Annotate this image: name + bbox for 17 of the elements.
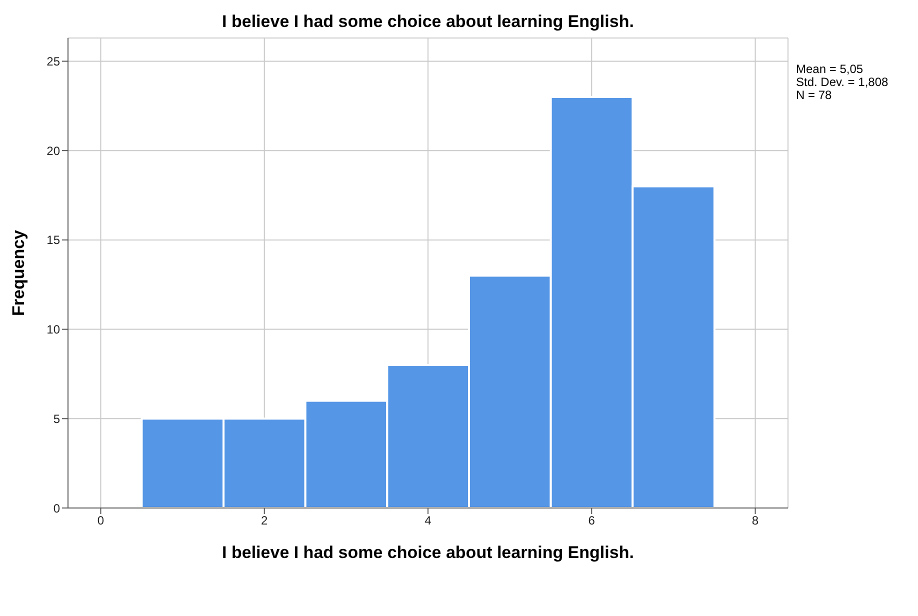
x-tick-label: 2 bbox=[261, 514, 268, 528]
x-tick-label: 0 bbox=[97, 514, 104, 528]
y-axis-title: Frequency bbox=[9, 229, 28, 316]
text: Mean = 5,05 bbox=[796, 62, 864, 76]
y-tick-label: 10 bbox=[46, 322, 60, 337]
x-tick-label: 8 bbox=[752, 514, 759, 528]
x-tick-label: 6 bbox=[588, 514, 596, 528]
y-tick-label: 15 bbox=[46, 233, 60, 248]
chart-title: I believe I had some choice about learning English. bbox=[221, 12, 635, 32]
y-tick-label: 0 bbox=[53, 501, 60, 516]
x-tick-label: 4 bbox=[424, 514, 432, 528]
x-axis-title: I believe I had some choice about learning English. bbox=[222, 543, 634, 562]
y-tick-label: 20 bbox=[46, 144, 60, 158]
y-tick-label: 25 bbox=[46, 54, 60, 68]
text: Std. Dev. = 1,808 bbox=[796, 75, 888, 89]
text: N = 78 bbox=[796, 88, 833, 102]
y-tick-label: 5 bbox=[53, 412, 60, 426]
